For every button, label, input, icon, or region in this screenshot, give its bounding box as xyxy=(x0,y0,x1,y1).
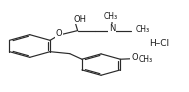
Text: O: O xyxy=(56,29,63,38)
Text: CH₃: CH₃ xyxy=(103,12,118,21)
Text: CH₃: CH₃ xyxy=(136,25,150,34)
Text: OH: OH xyxy=(74,15,87,24)
Text: N: N xyxy=(109,24,115,33)
Text: H–Cl: H–Cl xyxy=(149,39,169,48)
Text: O: O xyxy=(131,53,138,62)
Text: CH₃: CH₃ xyxy=(138,55,153,64)
